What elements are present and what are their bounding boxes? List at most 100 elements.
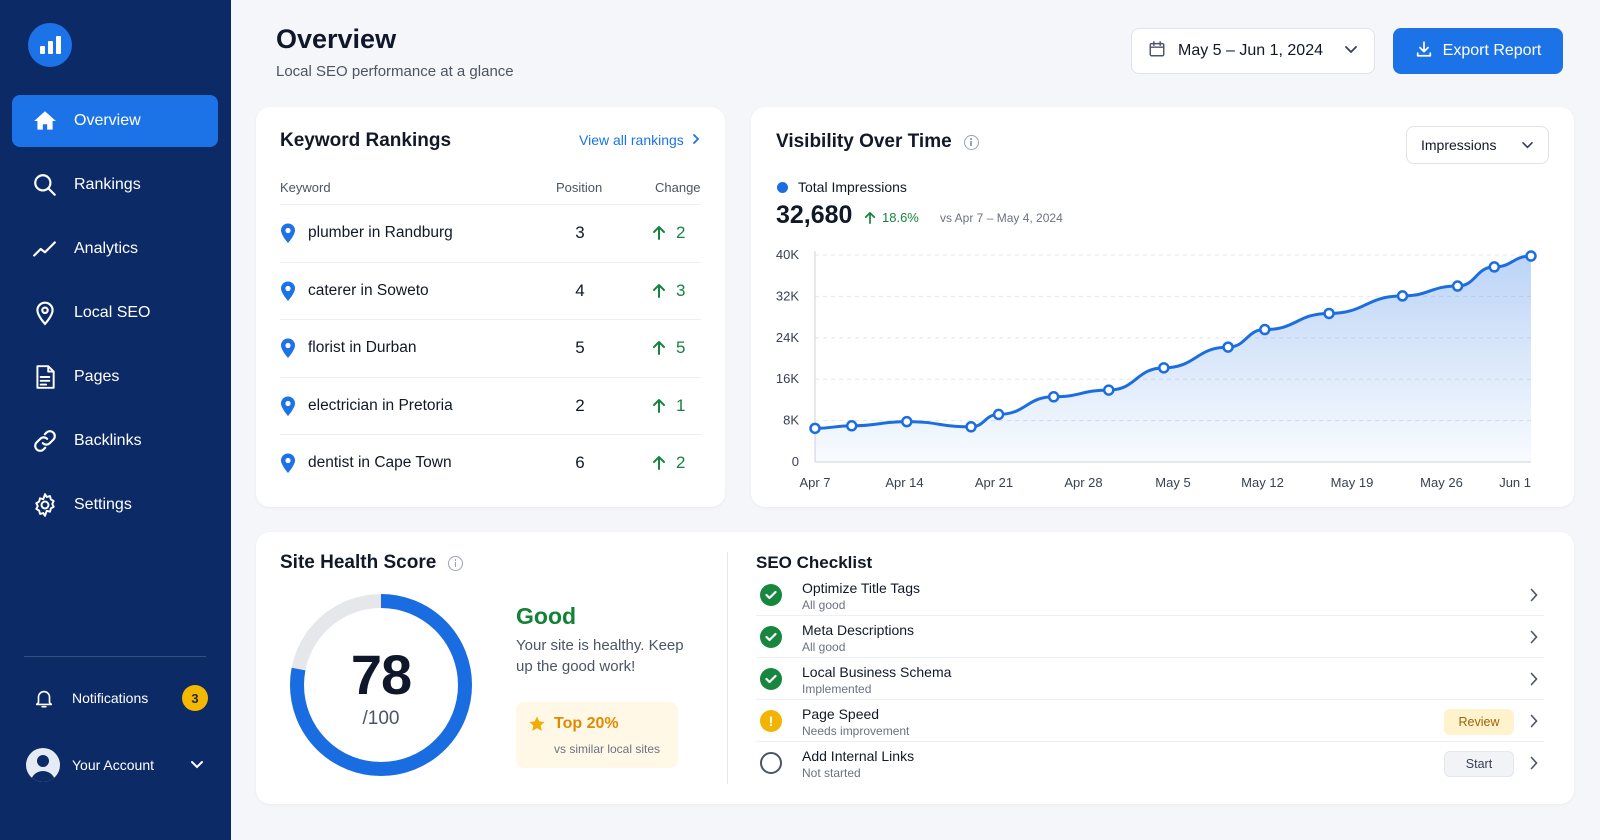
column-header-keyword: Keyword bbox=[280, 180, 331, 195]
export-report-label: Export Report bbox=[1442, 42, 1542, 59]
view-all-rankings-link[interactable]: View all rankings bbox=[579, 132, 700, 148]
visibility-title: Visibility Over Time bbox=[776, 131, 952, 152]
arrow-up-icon bbox=[864, 211, 876, 224]
sidebar-item-pages[interactable]: Pages bbox=[12, 351, 218, 403]
y-axis-tick-label: 16K bbox=[776, 371, 799, 386]
checklist-item-note: All good bbox=[802, 598, 846, 612]
x-axis-tick-label: Jun 1 bbox=[1499, 475, 1531, 490]
keyword-change: 2 bbox=[652, 223, 685, 243]
y-axis-tick-label: 0 bbox=[792, 454, 799, 469]
sidebar-item-overview[interactable]: Overview bbox=[12, 95, 218, 147]
sidebar-item-local-seo[interactable]: Local SEO bbox=[12, 287, 218, 339]
checklist-item[interactable]: ! Page Speed Needs improvement Review bbox=[756, 700, 1544, 742]
data-point bbox=[1102, 384, 1115, 396]
keyword-text: plumber in Randburg bbox=[308, 224, 453, 242]
data-point bbox=[809, 422, 821, 435]
percentile-rank: Top 20% bbox=[528, 715, 619, 733]
chevron-down-icon bbox=[190, 757, 204, 773]
data-point bbox=[1451, 280, 1464, 292]
sidebar-item-analytics[interactable]: Analytics bbox=[12, 223, 218, 275]
x-axis-tick-label: May 26 bbox=[1420, 475, 1463, 490]
avatar bbox=[26, 748, 60, 782]
start-button[interactable]: Start bbox=[1444, 751, 1514, 777]
keyword-change: 5 bbox=[652, 338, 685, 358]
table-row[interactable]: plumber in Randburg 3 2 bbox=[280, 204, 701, 262]
checklist-item[interactable]: Meta Descriptions All good bbox=[756, 616, 1544, 658]
location-pin-icon bbox=[280, 281, 296, 306]
chevron-right-icon[interactable] bbox=[1530, 630, 1538, 649]
sidebar-item-label: Settings bbox=[74, 496, 132, 513]
table-row[interactable]: dentist in Cape Town 6 2 bbox=[280, 434, 701, 492]
sidebar-nav: Overview Rankings Analytics Local SEO Pa… bbox=[12, 95, 218, 543]
x-axis-tick-label: Apr 7 bbox=[799, 475, 830, 490]
keyword-change-value: 2 bbox=[676, 223, 686, 243]
keyword-text: caterer in Soweto bbox=[308, 281, 429, 299]
sidebar-item-label: Rankings bbox=[74, 176, 141, 193]
percentile-rank-label: Top 20% bbox=[554, 715, 619, 732]
keyword-position: 5 bbox=[575, 338, 585, 358]
account-menu[interactable]: Your Account bbox=[24, 745, 214, 785]
empty-circle-icon bbox=[760, 752, 782, 774]
notifications-label: Notifications bbox=[72, 690, 149, 706]
checklist-item[interactable]: Local Business Schema Implemented bbox=[756, 658, 1544, 700]
series-area bbox=[815, 256, 1531, 462]
arrow-up-icon bbox=[653, 398, 665, 413]
sidebar-item-backlinks[interactable]: Backlinks bbox=[12, 415, 218, 467]
table-row[interactable]: electrician in Pretoria 2 1 bbox=[280, 376, 701, 435]
location-pin-icon bbox=[280, 453, 296, 478]
health-score-gauge bbox=[290, 594, 472, 776]
chevron-right-icon[interactable] bbox=[1530, 714, 1538, 733]
bell-icon bbox=[24, 686, 64, 710]
data-point bbox=[992, 408, 1005, 421]
x-axis-tick-label: May 12 bbox=[1241, 475, 1284, 490]
sidebar: Overview Rankings Analytics Local SEO Pa… bbox=[0, 0, 231, 840]
review-button[interactable]: Review bbox=[1444, 709, 1514, 735]
percentile-rank-box: Top 20% vs similar local sites bbox=[516, 702, 678, 768]
sidebar-item-label: Local SEO bbox=[74, 304, 151, 321]
date-range-value: May 5 – Jun 1, 2024 bbox=[1178, 42, 1323, 59]
keyword-position: 3 bbox=[575, 223, 585, 243]
data-point bbox=[845, 420, 858, 432]
home-icon bbox=[34, 111, 56, 130]
export-report-button[interactable]: Export Report bbox=[1393, 28, 1563, 74]
chevron-right-icon[interactable] bbox=[1530, 588, 1538, 607]
info-icon[interactable] bbox=[448, 555, 464, 571]
data-point bbox=[901, 415, 913, 428]
date-range-picker[interactable]: May 5 – Jun 1, 2024 bbox=[1131, 28, 1375, 74]
location-pin-icon bbox=[280, 338, 296, 363]
app-logo-bar-chart-icon[interactable] bbox=[28, 23, 72, 67]
sidebar-item-settings[interactable]: Settings bbox=[12, 479, 218, 531]
chevron-right-icon[interactable] bbox=[1530, 756, 1538, 775]
location-pin-icon bbox=[280, 396, 296, 421]
document-icon bbox=[36, 365, 55, 389]
sidebar-divider bbox=[24, 656, 206, 657]
column-header-position: Position bbox=[556, 180, 603, 195]
notifications-button[interactable]: Notifications 3 bbox=[24, 678, 214, 718]
health-status: Good bbox=[516, 603, 577, 629]
table-row[interactable]: caterer in Soweto 4 3 bbox=[280, 261, 701, 320]
location-pin-icon bbox=[280, 223, 296, 248]
sidebar-item-rankings[interactable]: Rankings bbox=[12, 159, 218, 211]
checklist-item[interactable]: Add Internal Links Not started Start bbox=[756, 742, 1544, 784]
total-impressions-value: 32,680 bbox=[776, 201, 853, 229]
metric-select[interactable]: Impressions bbox=[1406, 126, 1549, 164]
checklist-item-name: Add Internal Links bbox=[802, 748, 915, 764]
percentile-rank-sub: vs similar local sites bbox=[554, 742, 661, 756]
arrow-up-icon bbox=[653, 456, 665, 471]
section-divider bbox=[727, 552, 728, 784]
y-axis-tick-label: 24K bbox=[776, 330, 799, 345]
keyword-change-value: 2 bbox=[676, 453, 686, 473]
checklist-item[interactable]: Optimize Title Tags All good bbox=[756, 574, 1544, 616]
y-axis-tick-label: 40K bbox=[776, 247, 799, 262]
info-icon[interactable] bbox=[963, 134, 979, 150]
chevron-right-icon[interactable] bbox=[1530, 672, 1538, 691]
chevron-right-icon bbox=[692, 132, 700, 148]
keyword-change-value: 5 bbox=[676, 338, 686, 358]
table-row[interactable]: florist in Durban 5 5 bbox=[280, 319, 701, 377]
impressions-delta-value: 18.6% bbox=[882, 210, 919, 225]
checklist-item-name: Local Business Schema bbox=[802, 664, 952, 680]
health-score-value: 78 bbox=[350, 643, 412, 706]
link-icon bbox=[34, 430, 56, 452]
warning-icon: ! bbox=[760, 710, 782, 732]
keyword-change: 1 bbox=[652, 396, 685, 416]
